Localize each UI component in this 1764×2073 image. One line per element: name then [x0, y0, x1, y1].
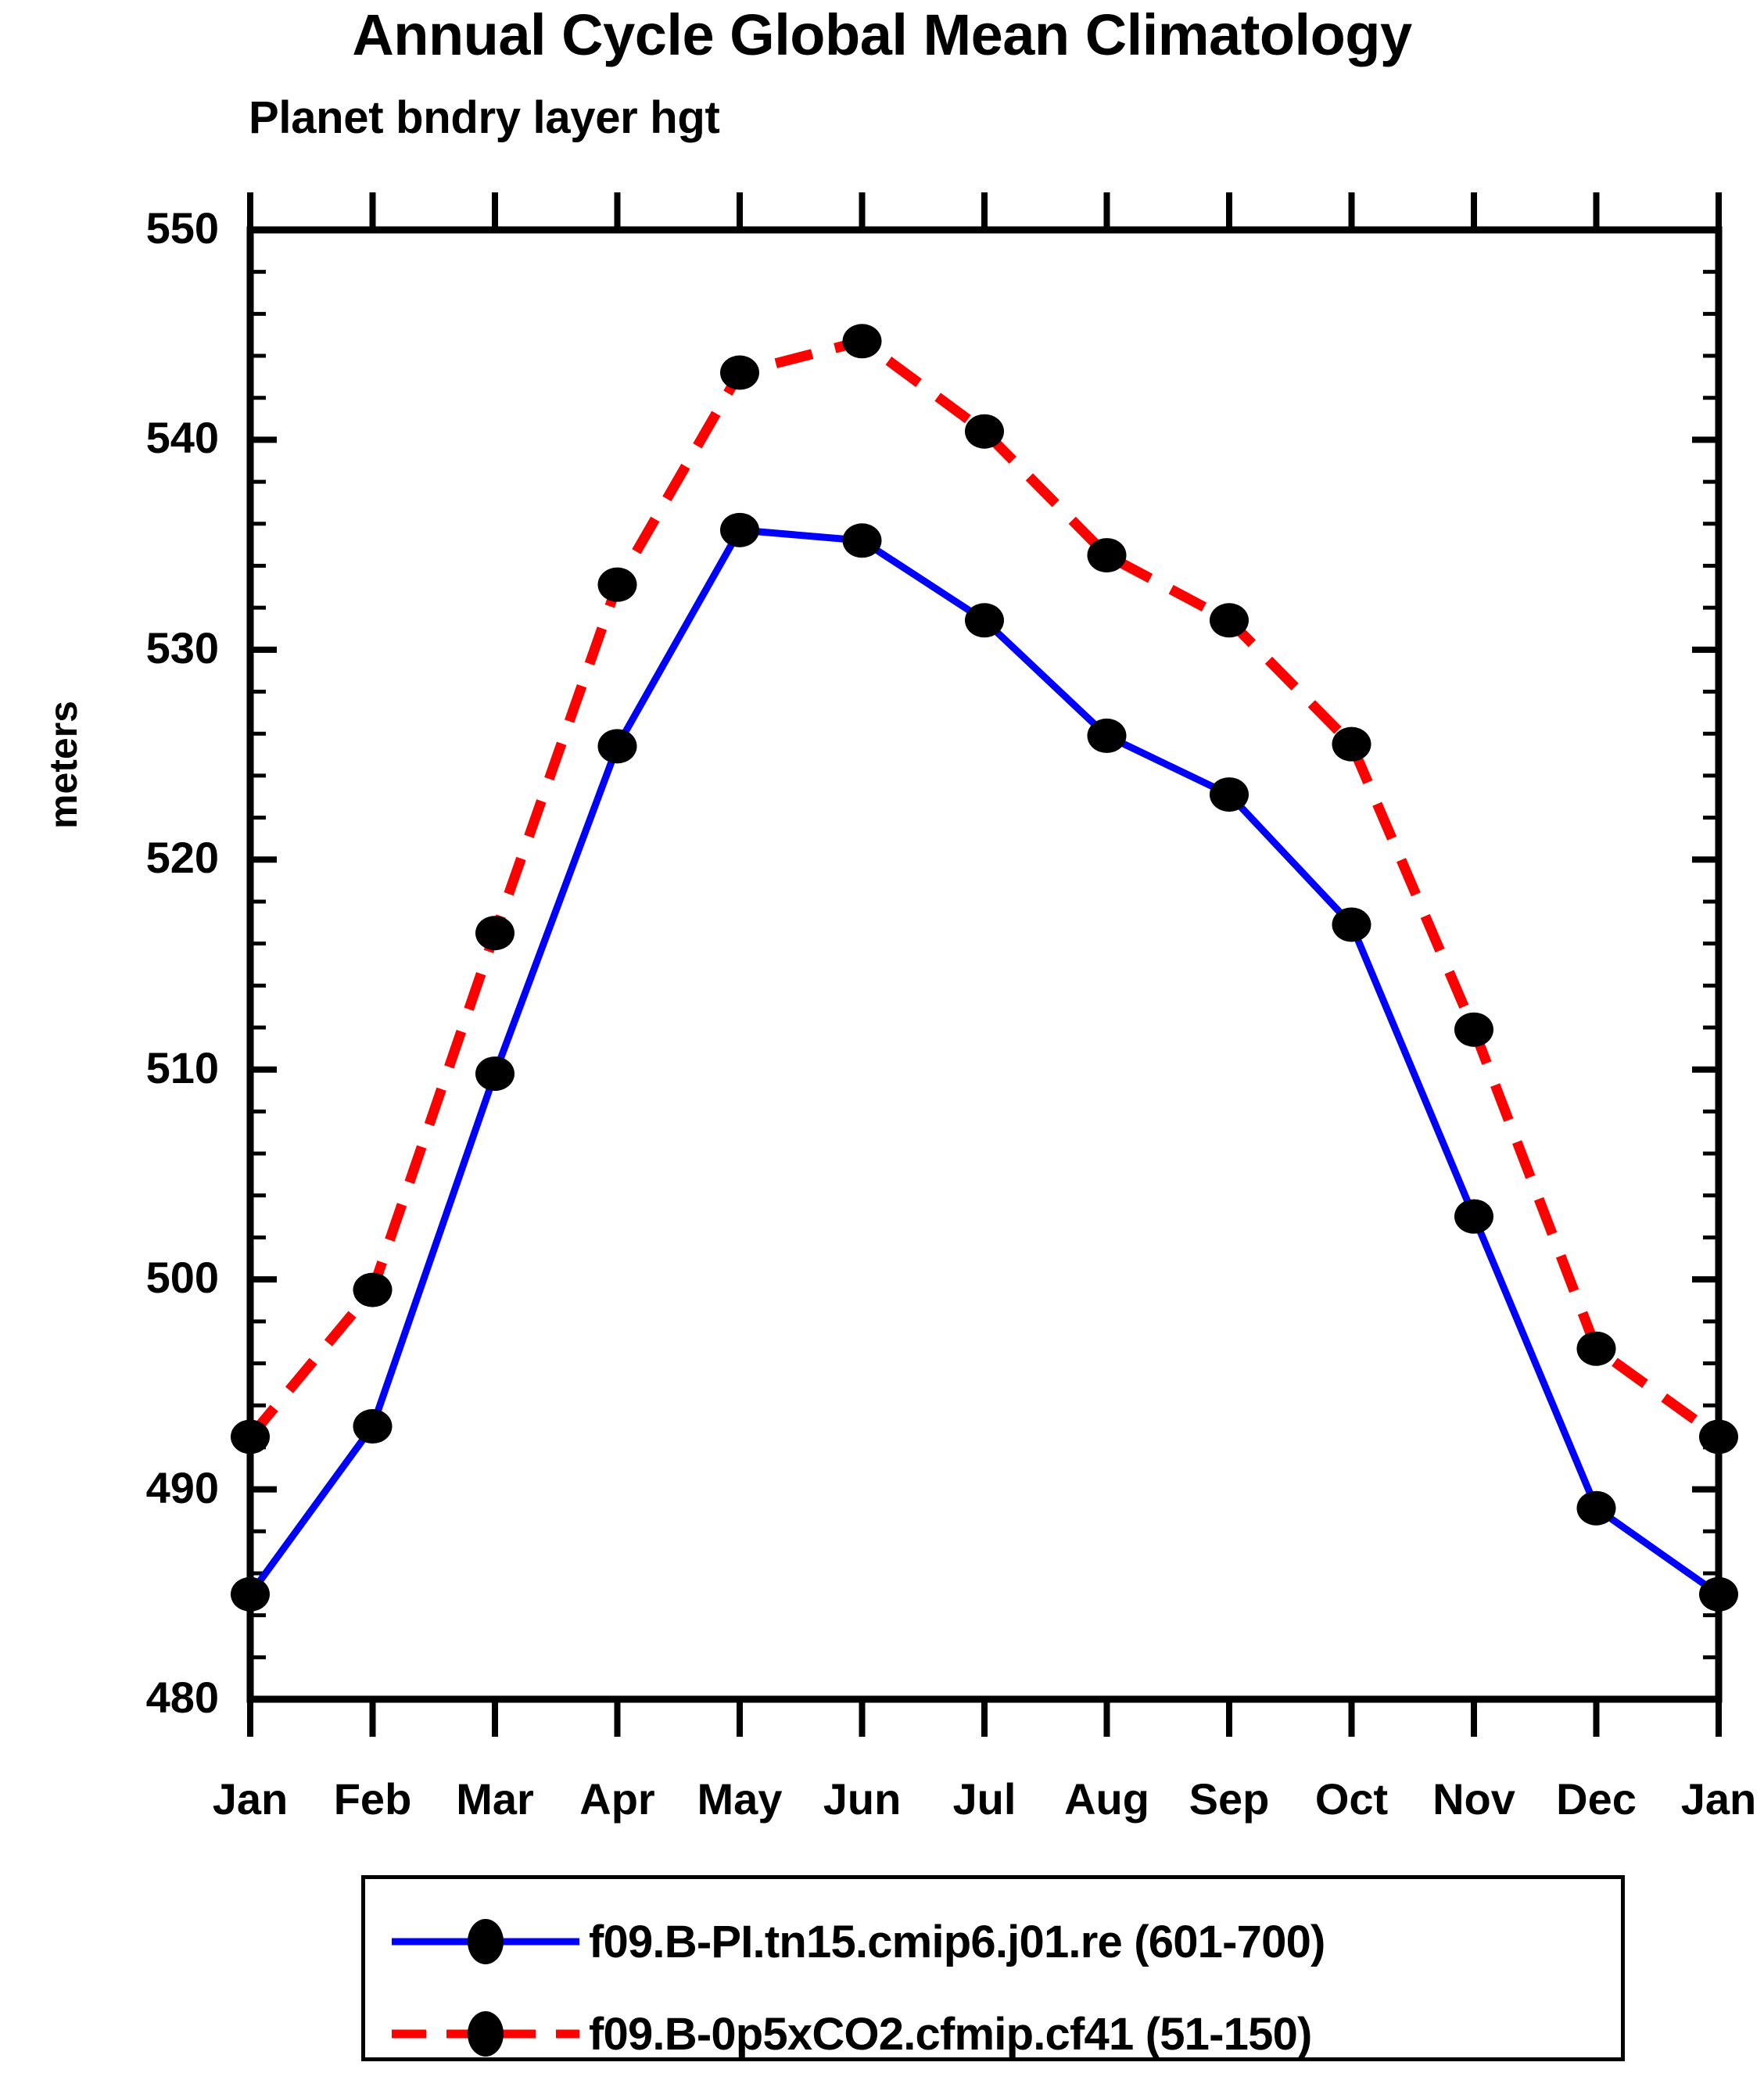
y-tick-label: 520	[145, 833, 219, 883]
x-tick-label: Nov	[1432, 1774, 1515, 1824]
data-point	[597, 567, 637, 602]
data-point	[842, 324, 882, 359]
data-point	[1699, 1419, 1738, 1454]
data-point	[1576, 1331, 1616, 1366]
series-line-1	[247, 526, 1721, 1598]
y-tick-label: 510	[145, 1042, 219, 1092]
data-point	[597, 729, 637, 764]
data-point	[1454, 1199, 1493, 1234]
axis-frame	[246, 226, 1723, 1703]
legend-label-0: f09.B-PI.tn15.cmip6.j01.re (601-700)	[589, 1916, 1325, 1967]
data-point	[231, 1576, 270, 1612]
legend-label-1: f09.B-0p5xCO2.cfmip.cf41 (51-150)	[589, 2008, 1312, 2060]
x-tick-label: Feb	[333, 1774, 412, 1824]
data-point	[1332, 726, 1371, 762]
data-point	[1210, 777, 1249, 812]
x-tick-label: Jan	[212, 1774, 289, 1824]
legend-entry-0: f09.B-PI.tn15.cmip6.j01.re (601-700)	[365, 1903, 1621, 1981]
data-point	[720, 355, 759, 390]
x-tick-label: Sep	[1189, 1774, 1270, 1824]
x-tick-label: Jun	[823, 1774, 902, 1824]
data-point	[842, 523, 882, 558]
y-tick-label: 490	[145, 1462, 219, 1512]
legend-line-sample-0	[387, 1918, 584, 1965]
data-point	[720, 512, 759, 547]
x-tick-label: Oct	[1314, 1774, 1389, 1824]
data-point	[965, 414, 1004, 449]
data-point	[1576, 1490, 1616, 1526]
x-tick-label: Aug	[1064, 1774, 1149, 1824]
data-point	[475, 916, 514, 951]
y-tick-label: 500	[145, 1253, 219, 1303]
data-point	[1332, 907, 1371, 942]
x-tick-label: Dec	[1556, 1774, 1637, 1824]
data-point	[1087, 718, 1127, 753]
legend: f09.B-PI.tn15.cmip6.j01.re (601-700) f09…	[361, 1875, 1625, 2061]
chart-subtitle: Planet bndry layer hgt	[249, 92, 720, 143]
y-tick-label: 540	[145, 413, 219, 463]
x-tick-label: Jul	[952, 1774, 1016, 1824]
x-tick-label: Apr	[579, 1774, 655, 1824]
data-point	[1454, 1012, 1493, 1047]
legend-entry-1: f09.B-0p5xCO2.cfmip.cf41 (51-150)	[365, 1995, 1621, 2073]
data-point	[353, 1409, 393, 1444]
legend-line-sample-1	[387, 2010, 584, 2057]
data-point	[1087, 538, 1127, 573]
data-point	[353, 1272, 393, 1307]
data-point	[231, 1419, 270, 1454]
x-tick-label: Mar	[456, 1774, 534, 1824]
data-point	[475, 1056, 514, 1092]
data-point	[965, 603, 1004, 638]
x-tick-label: May	[697, 1774, 783, 1824]
x-tick-label: Jan	[1680, 1774, 1757, 1824]
chart-title: Annual Cycle Global Mean Climatology	[352, 2, 1412, 67]
y-tick-label: 530	[145, 622, 219, 672]
data-point	[1210, 603, 1249, 638]
y-tick-label: 480	[145, 1673, 219, 1722]
y-tick-label: 550	[145, 203, 219, 253]
data-point	[1699, 1576, 1738, 1612]
